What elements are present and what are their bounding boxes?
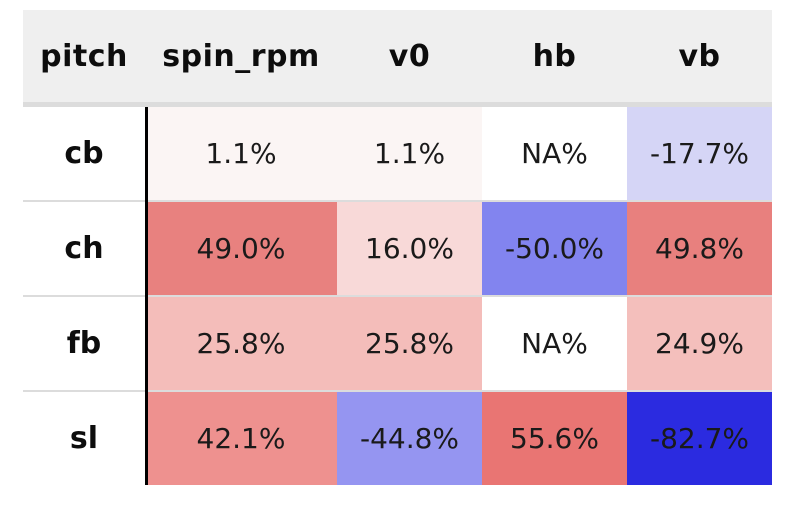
heatmap-cell: -17.7%: [627, 107, 772, 200]
heatmap-table: pitch spin_rpm v0 hb vb cb 1.1% 1.1% NA%…: [23, 10, 772, 485]
heatmap-cell: 24.9%: [627, 297, 772, 390]
row-label-fb: fb: [23, 297, 145, 390]
row-label-ch: ch: [23, 202, 145, 295]
heatmap-cell: -44.8%: [337, 392, 482, 485]
table-row: sl 42.1% -44.8% 55.6% -82.7%: [23, 390, 772, 485]
heatmap-cell: 25.8%: [337, 297, 482, 390]
column-header-v0: v0: [388, 38, 431, 74]
heatmap-cell: NA%: [482, 107, 627, 200]
heatmap-cell: 49.8%: [627, 202, 772, 295]
heatmap-cell: 16.0%: [337, 202, 482, 295]
heatmap-cell: -50.0%: [482, 202, 627, 295]
table-row: fb 25.8% 25.8% NA% 24.9%: [23, 295, 772, 390]
row-label-cb: cb: [23, 107, 145, 200]
heatmap-cell: 1.1%: [145, 107, 337, 200]
column-header-vb: vb: [678, 38, 721, 74]
heatmap-cell: 55.6%: [482, 392, 627, 485]
column-header-hb: hb: [532, 38, 577, 74]
column-header-spin-rpm: spin_rpm: [162, 38, 320, 74]
heatmap-cell: 1.1%: [337, 107, 482, 200]
heatmap-cell: 25.8%: [145, 297, 337, 390]
table-header-row: pitch spin_rpm v0 hb vb: [23, 10, 772, 107]
heatmap-cell: 49.0%: [145, 202, 337, 295]
pitch-column-divider-line: [145, 107, 148, 485]
heatmap-cell: NA%: [482, 297, 627, 390]
row-label-sl: sl: [23, 392, 145, 485]
table-row: cb 1.1% 1.1% NA% -17.7%: [23, 107, 772, 200]
table-row: ch 49.0% 16.0% -50.0% 49.8%: [23, 200, 772, 295]
heatmap-cell: 42.1%: [145, 392, 337, 485]
heatmap-cell: -82.7%: [627, 392, 772, 485]
column-header-pitch: pitch: [40, 38, 128, 74]
